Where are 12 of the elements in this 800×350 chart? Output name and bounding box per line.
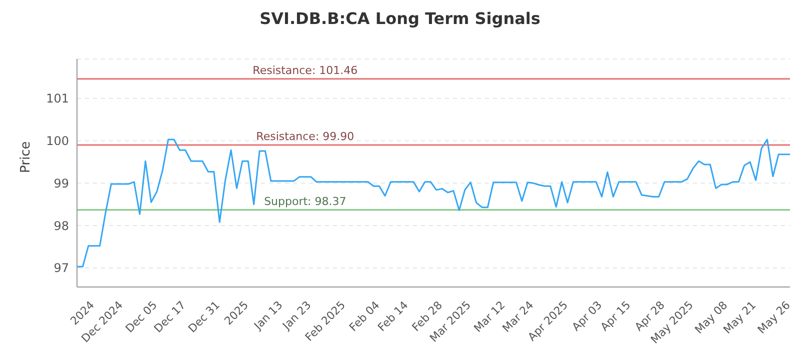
ref-line-label: Resistance: 99.90 bbox=[256, 130, 354, 144]
x-tick-label: Dec 31 bbox=[186, 298, 222, 336]
line-series bbox=[77, 138, 790, 268]
y-tick-label: 97 bbox=[54, 261, 69, 276]
y-tick-label: 100 bbox=[46, 134, 69, 148]
ref-line-label: Resistance: 101.46 bbox=[252, 64, 358, 77]
y-tick-label: 99 bbox=[54, 176, 69, 190]
ref-line-label: Support: 98.37 bbox=[264, 194, 346, 208]
y-axis-title: Price bbox=[18, 141, 34, 173]
chart-title: SVI.DB.B:CA Long Term Signals bbox=[258, 8, 542, 30]
y-tick-label: 101 bbox=[46, 92, 69, 106]
y-tick-label: 98 bbox=[54, 218, 69, 233]
